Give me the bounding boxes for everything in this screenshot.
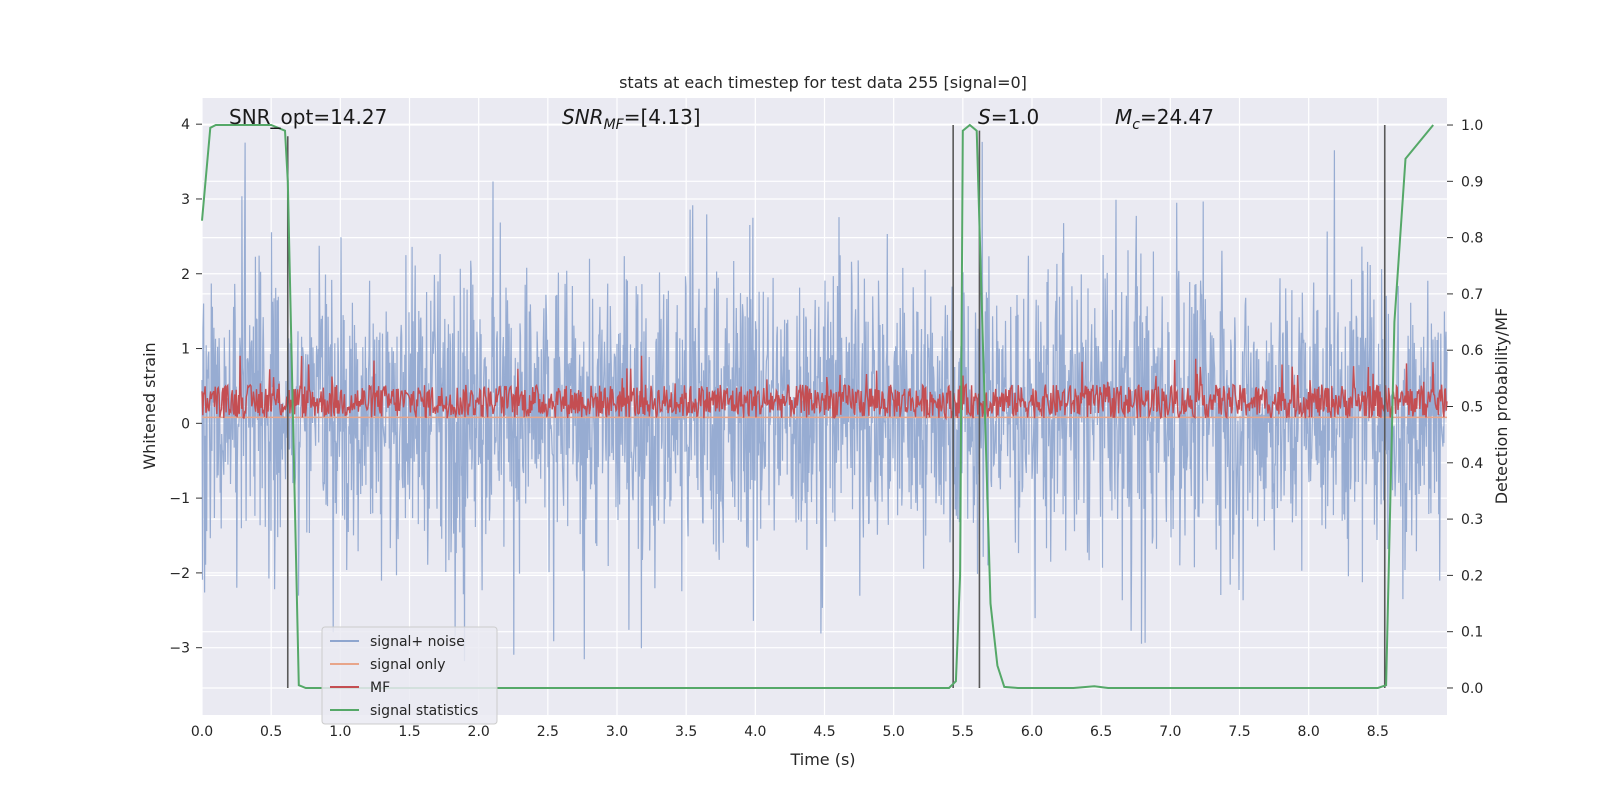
x-tick-label: 2.0: [468, 724, 490, 740]
x-tick-label: 2.5: [537, 724, 559, 740]
signal-statistics-line: [201, 123, 1434, 689]
x-tick-labels: 0.0 0.5 1.0 1.5 2.0 2.5 3.0 3.5 4.0 4.5 5.0 5.5 6.0 6…: [191, 724, 1389, 740]
y-right-tick-label: 0.0: [1461, 681, 1483, 697]
y-right-axis-label: Detection probability/MF: [1492, 308, 1511, 505]
y-left-tick-label: −1: [169, 491, 190, 507]
legend: signal+ noise signal only MF signal stat…: [321, 626, 498, 725]
y-right-tick-label: 0.7: [1461, 287, 1483, 303]
y-right-tick-label: 0.4: [1461, 456, 1483, 472]
y-right-tick-label: 0.3: [1461, 512, 1483, 528]
x-tick-label: 5.0: [883, 724, 905, 740]
y-left-tick-labels: 4 3 2 1 0 −1 −2 −3: [169, 117, 202, 657]
x-tick-label: 1.0: [329, 724, 351, 740]
x-tick-label: 7.5: [1228, 724, 1250, 740]
y-right-tick-label: 0.2: [1461, 568, 1483, 584]
legend-label-signal-only: signal only: [370, 657, 445, 673]
annotation-layer: SNR_opt=14.27 SNRMF=[4.13] S=1.0 Mc=24.4…: [229, 105, 1214, 133]
y-left-tick-label: 0: [181, 416, 190, 432]
x-tick-label: 4.5: [813, 724, 835, 740]
annotation-mc: Mc=24.47: [1115, 105, 1214, 133]
x-tick-label: 3.0: [606, 724, 628, 740]
mf-series-layer: [201, 355, 1448, 421]
legend-label-signal-noise: signal+ noise: [370, 634, 465, 650]
y-left-axis-label: Whitened strain: [140, 342, 159, 469]
x-tick-label: 8.5: [1367, 724, 1389, 740]
x-tick-label: 0.0: [191, 724, 213, 740]
x-tick-label: 5.5: [952, 724, 974, 740]
y-right-tick-label: 1.0: [1461, 118, 1483, 134]
y-left-tick-label: 3: [181, 192, 190, 208]
x-tick-label: 8.0: [1298, 724, 1320, 740]
y-left-tick-label: −3: [169, 641, 190, 657]
x-tick-label: 6.0: [1021, 724, 1043, 740]
signal-statistics-layer: [201, 123, 1434, 689]
annotation-snr-mf: SNRMF=[4.13]: [562, 105, 701, 133]
x-tick-label: 0.5: [260, 724, 282, 740]
legend-label-mf: MF: [370, 680, 390, 696]
legend-label-signal-statistics: signal statistics: [370, 703, 478, 719]
mf-line: [201, 355, 1448, 421]
y-right-tick-label: 0.1: [1461, 625, 1483, 641]
legend-box: [321, 626, 498, 725]
y-right-tick-labels: 1.0 0.9 0.8 0.7 0.6 0.5 0.4 0.3 0.2 0.1 0.0: [1447, 118, 1483, 697]
x-axis-label: Time (s): [789, 750, 855, 769]
x-tick-label: 7.0: [1159, 724, 1181, 740]
x-tick-label: 3.5: [675, 724, 697, 740]
x-tick-label: 4.0: [744, 724, 766, 740]
annotation-s: S=1.0: [978, 105, 1039, 129]
y-left-tick-label: 2: [181, 267, 190, 283]
x-tick-label: 6.5: [1090, 724, 1112, 740]
y-left-tick-label: 4: [181, 117, 190, 133]
y-left-tick-label: −2: [169, 566, 190, 582]
y-left-tick-label: 1: [181, 342, 190, 358]
chart-title: stats at each timestep for test data 255…: [619, 73, 1027, 92]
annotation-snr-opt: SNR_opt=14.27: [229, 105, 387, 129]
y-right-tick-label: 0.5: [1461, 400, 1483, 416]
y-right-tick-label: 0.9: [1461, 174, 1483, 190]
x-tick-label: 1.5: [398, 724, 420, 740]
y-right-tick-label: 0.6: [1461, 343, 1483, 359]
y-right-tick-label: 0.8: [1461, 231, 1483, 247]
